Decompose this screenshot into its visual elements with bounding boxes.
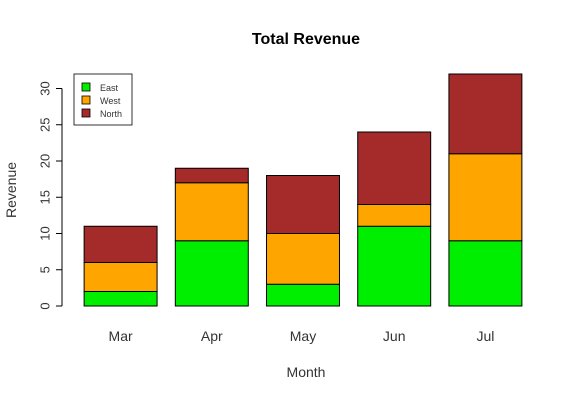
bar-west-apr	[174, 182, 249, 242]
bar-west-mar	[83, 262, 158, 292]
y-axis: 0 5 10 15 20 25 30	[37, 81, 63, 310]
legend-swatch-west	[81, 95, 91, 105]
x-tick-label: May	[290, 328, 316, 344]
bar-north-apr	[174, 167, 249, 184]
bar-east-jul	[448, 240, 523, 307]
bar-north-may	[266, 175, 340, 234]
bar-east-apr	[174, 240, 249, 307]
x-tick-label: Jul	[476, 328, 494, 344]
x-tick-label: Apr	[201, 328, 223, 344]
bar-north-mar	[83, 225, 158, 263]
legend-label-west: West	[100, 96, 121, 106]
legend-swatch-east	[81, 82, 91, 92]
x-axis-tick-labels: Mar Apr May Jun Jul	[109, 328, 495, 344]
chart-title: Total Revenue	[252, 31, 360, 48]
x-tick-label: Mar	[109, 328, 133, 344]
x-axis-label: Month	[287, 364, 326, 380]
y-tick-label: 10	[37, 226, 52, 240]
bar-east-jun	[357, 225, 432, 307]
y-tick-label: 15	[37, 190, 52, 204]
x-tick-label: Jun	[383, 328, 406, 344]
y-axis-label: Revenue	[3, 162, 19, 218]
legend-swatch-north	[81, 108, 91, 118]
y-tick-label: 30	[37, 81, 52, 95]
y-tick-label: 0	[37, 302, 52, 309]
y-tick-label: 5	[37, 266, 52, 273]
bar-north-jul	[448, 73, 523, 155]
y-tick-label: 25	[37, 118, 52, 132]
y-tick-label: 20	[37, 154, 52, 168]
bar-west-may	[266, 233, 340, 285]
bar-west-jun	[357, 204, 432, 227]
bar-west-jul	[448, 153, 523, 242]
legend-label-north: North	[100, 109, 122, 119]
bars	[83, 73, 523, 307]
legend-label-east: East	[100, 83, 119, 93]
bar-east-mar	[83, 291, 158, 307]
bar-north-jun	[357, 131, 432, 205]
legend: East West North	[73, 73, 133, 126]
bar-east-may	[266, 283, 340, 307]
